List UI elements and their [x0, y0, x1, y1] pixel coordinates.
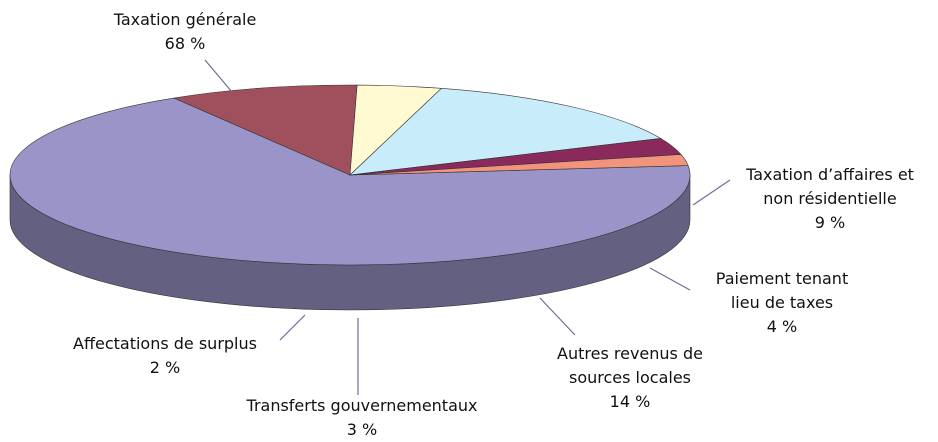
slice-label: Paiement tenant lieu de taxes 4 % [705, 267, 860, 339]
value-label: 3 % [346, 420, 378, 439]
slice [349, 88, 662, 176]
value-label: 14 % [609, 392, 651, 411]
category-label: Transferts gouvernementaux [246, 396, 478, 415]
category-label: Taxation générale [113, 10, 257, 29]
leader-line [204, 59, 233, 93]
slice [172, 84, 358, 176]
value-label: 68 % [164, 34, 206, 53]
category-label: Autres revenus de sources locales [557, 344, 703, 387]
slice-label: Taxation générale 68 % [25, 8, 345, 56]
value-label: 4 % [766, 317, 798, 336]
slice [349, 154, 689, 176]
leader-line [692, 179, 731, 206]
pie-tops [9, 84, 691, 266]
category-label: Paiement tenant lieu de taxes [715, 269, 849, 312]
category-label: Affectations de surplus [73, 334, 257, 353]
leader-line [539, 297, 576, 336]
leader-line [279, 314, 306, 341]
slice-label: Autres revenus de sources locales 14 % [545, 342, 715, 414]
leader-lines [204, 59, 731, 395]
slice-label: Taxation d’affaires et non résidentielle… [735, 163, 925, 235]
slice-label: Affectations de surplus 2 % [5, 332, 325, 380]
leader-line [649, 267, 691, 291]
slice-label: Transferts gouvernementaux 3 % [202, 394, 522, 442]
value-label: 2 % [149, 358, 181, 377]
value-label: 9 % [814, 213, 846, 232]
slice [9, 97, 691, 266]
category-label: Taxation d’affaires et non résidentielle [746, 165, 914, 208]
